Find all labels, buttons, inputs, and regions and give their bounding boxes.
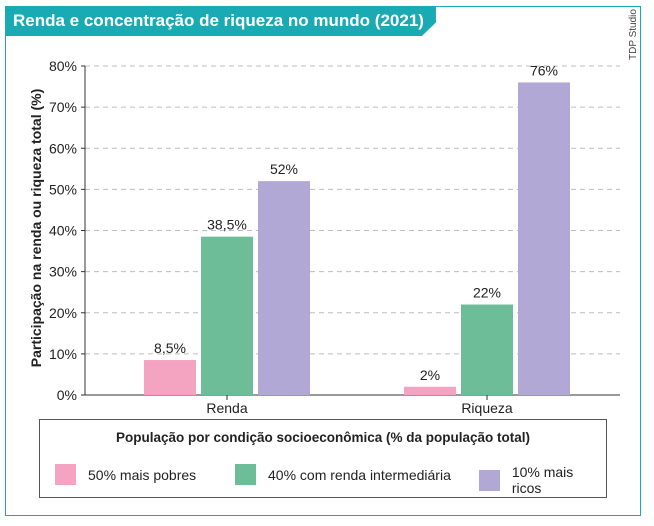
bar [144,360,196,395]
x-tick-label: Riqueza [461,400,513,416]
y-tick-label: 60% [49,140,77,156]
y-tick-label: 0% [57,387,77,403]
legend-item-middle: 40% com renda intermediária [235,464,451,485]
legend-swatch-middle [235,464,256,485]
legend-label-richest: 10% mais ricos [511,464,574,496]
legend-label-poorest: 50% mais pobres [88,466,197,483]
data-label: 22% [473,285,501,301]
legend-item-richest: 10% mais ricos [479,464,606,496]
bar [201,236,253,395]
bar [404,386,456,395]
y-tick-label: 70% [49,99,77,115]
legend-swatch-poorest [55,464,76,485]
legend-label-middle: 40% com renda intermediária [268,466,451,483]
y-tick-label: 40% [49,223,77,239]
data-label: 38,5% [207,217,247,233]
chart-title: Renda e concentração de riqueza no mundo… [5,6,436,36]
bar [258,181,310,395]
legend-swatch-richest [479,469,500,491]
legend: População por condição socioeconômica (%… [39,419,607,498]
y-tick-label: 50% [49,181,77,197]
data-label: 52% [270,161,298,177]
data-label: 8,5% [154,340,186,356]
data-label: 2% [420,367,440,383]
legend-title: População por condição socioeconômica (%… [115,430,531,445]
y-tick-label: 30% [49,264,77,280]
y-tick-label: 80% [49,58,77,74]
y-tick-label: 20% [49,305,77,321]
bar [518,82,570,395]
data-label: 76% [530,62,558,78]
x-tick-label: Renda [206,400,247,416]
bar [461,304,513,395]
legend-item-poorest: 50% mais pobres [55,464,196,485]
y-tick-label: 10% [49,346,77,362]
